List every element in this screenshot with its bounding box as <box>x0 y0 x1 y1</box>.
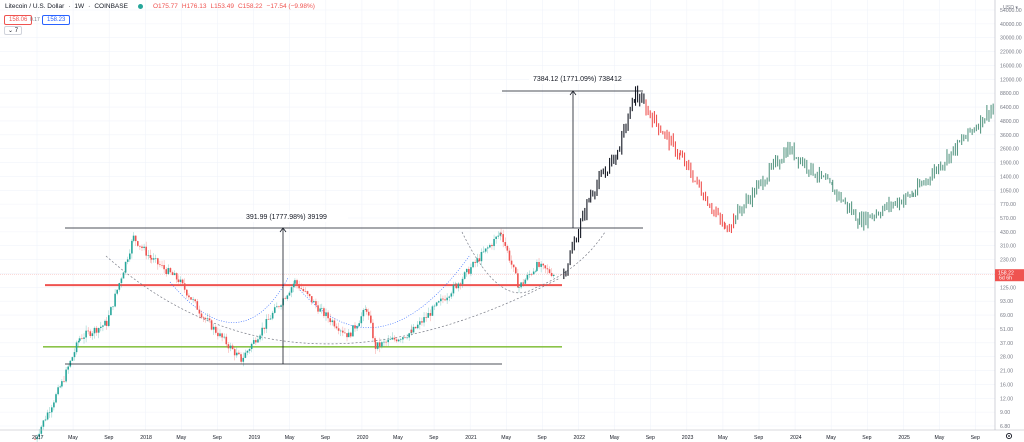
time-label: Sep <box>862 435 871 441</box>
price-label: 230.00 <box>1000 258 1016 264</box>
open-value: O175.77 <box>152 3 178 10</box>
price-label: 69.00 <box>1000 313 1013 319</box>
cup-arc[interactable] <box>105 255 561 345</box>
time-label: 2024 <box>790 435 802 441</box>
price-label: 6.80 <box>1000 424 1010 430</box>
indicators-toggle[interactable]: ⌄ 7 <box>4 26 23 35</box>
time-label: May <box>176 435 186 441</box>
time-label: 2021 <box>465 435 477 441</box>
time-label: 2025 <box>898 435 910 441</box>
symbol-name[interactable]: Litecoin / U.S. Dollar <box>5 3 65 10</box>
price-label: 770.00 <box>1000 202 1016 208</box>
price-bars <box>34 85 994 442</box>
time-label: 2023 <box>682 435 694 441</box>
price-label: 2600.00 <box>1000 147 1019 153</box>
time-label: May <box>935 435 945 441</box>
price-label: 125.00 <box>1000 285 1016 291</box>
svg-text:6d 6h: 6d 6h <box>999 276 1012 282</box>
price-label: 51.00 <box>1000 327 1013 333</box>
time-label: Sep <box>754 435 763 441</box>
price-label: 12000.00 <box>1000 77 1022 83</box>
buy-button[interactable]: 158.23 <box>42 15 71 25</box>
time-label: Sep <box>104 435 113 441</box>
price-label: 28.00 <box>1000 355 1013 361</box>
time-axis[interactable]: 2017 May Sep 2018 May Sep 2019 May Sep 2020 May Sep… <box>32 435 980 441</box>
time-label: Sep <box>213 435 222 441</box>
time-label: Sep <box>537 435 546 441</box>
price-label: 30000.00 <box>1000 36 1022 42</box>
exchange: COINBASE <box>94 3 128 10</box>
price-label: 1050.00 <box>1000 188 1019 194</box>
time-label: 2019 <box>249 435 261 441</box>
price-label: 40000.00 <box>1000 22 1022 28</box>
time-label: 2020 <box>357 435 369 441</box>
measure-label-2: 7384.12 (1771.09%) 738412 <box>533 76 622 83</box>
time-label: 2017 <box>32 435 44 441</box>
price-label: 22000.00 <box>1000 50 1022 56</box>
price-label: 16.00 <box>1000 382 1013 388</box>
price-label: 1400.00 <box>1000 174 1019 180</box>
time-label: May <box>826 435 836 441</box>
price-label: 8800.00 <box>1000 91 1019 97</box>
price-label: 570.00 <box>1000 216 1016 222</box>
low-value: L153.49 <box>210 3 234 10</box>
time-label: May <box>718 435 728 441</box>
price-label: 4800.00 <box>1000 119 1019 125</box>
annotations-front: 391.99 (1777.98%) 39199 7384.12 (1771.09%… <box>65 73 643 365</box>
price-label: 12.00 <box>1000 396 1013 402</box>
close-value: C158.22 <box>237 3 263 10</box>
spread-value: 0.17 <box>30 17 40 23</box>
price-label: 21.00 <box>1000 369 1013 375</box>
price-label: 16000.00 <box>1000 63 1022 69</box>
high-value: H176.13 <box>181 3 207 10</box>
time-label: May <box>610 435 620 441</box>
change-value: −17.54 (−9.98%) <box>266 3 315 10</box>
annotations-back <box>43 231 606 348</box>
price-label: 93.00 <box>1000 299 1013 305</box>
currency-select[interactable]: USD ▾ <box>1003 5 1018 11</box>
price-label: 37.00 <box>1000 341 1013 347</box>
time-label: Sep <box>971 435 980 441</box>
settings-icon[interactable] <box>1005 432 1013 440</box>
time-label: May <box>285 435 295 441</box>
symbol-legend: Litecoin / U.S. Dollar · 1W · COINBASE O… <box>5 3 315 10</box>
svg-text:158.22: 158.22 <box>998 271 1014 277</box>
price-label: 430.00 <box>1000 230 1016 236</box>
price-label: 6400.00 <box>1000 105 1019 111</box>
price-label: 1900.00 <box>1000 161 1019 167</box>
time-label: Sep <box>429 435 438 441</box>
price-label: 3600.00 <box>1000 133 1019 139</box>
price-label: 9.00 <box>1000 410 1010 416</box>
market-status-icon <box>137 4 143 9</box>
sell-button[interactable]: 158.06 <box>4 15 33 25</box>
time-label: May <box>68 435 78 441</box>
handle-arc[interactable] <box>461 231 606 294</box>
chevron-down-icon: ⌄ <box>8 28 15 34</box>
measure-label-1: 391.99 (1777.98%) 39199 <box>246 214 327 221</box>
time-label: Sep <box>321 435 330 441</box>
price-label: 54000.00 <box>1000 8 1022 14</box>
price-axis[interactable]: 54000.00 40000.00 30000.00 22000.00 16000.00… <box>995 5 1024 430</box>
time-label: Sep <box>646 435 655 441</box>
time-label: May <box>501 435 511 441</box>
current-price-tag <box>995 269 1024 282</box>
time-label: 2018 <box>140 435 152 441</box>
time-label: 2022 <box>574 435 586 441</box>
price-label: 310.00 <box>1000 244 1016 250</box>
interval: 1W <box>74 3 85 10</box>
grid <box>0 0 995 430</box>
time-label: May <box>393 435 403 441</box>
